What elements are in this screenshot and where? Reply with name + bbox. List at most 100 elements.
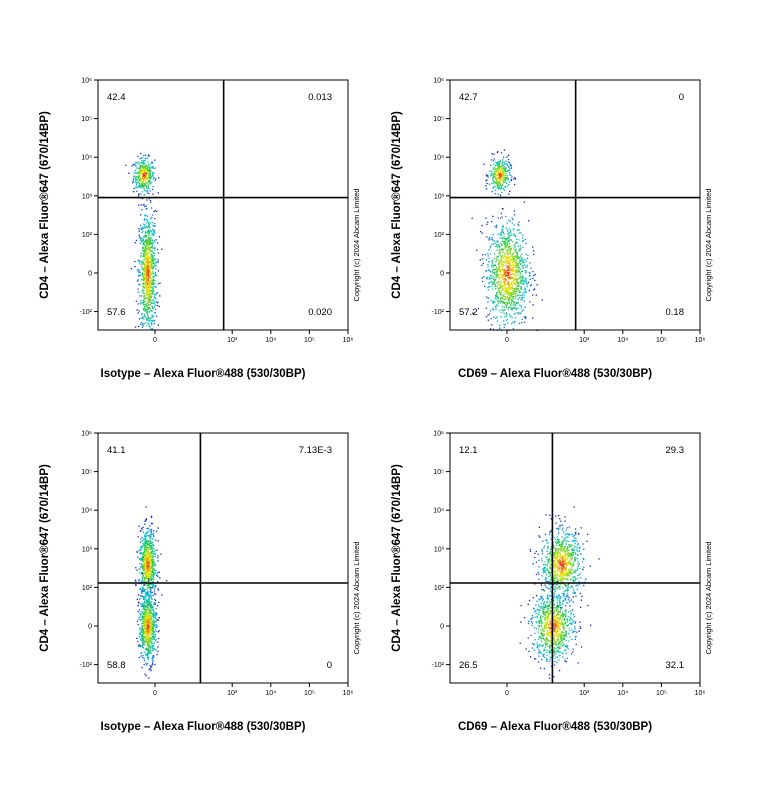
event-dot bbox=[140, 152, 142, 155]
event-dot bbox=[492, 176, 494, 179]
event-dot bbox=[144, 300, 146, 303]
event-dot bbox=[499, 293, 502, 295]
event-dot bbox=[508, 288, 510, 290]
event-dot bbox=[143, 616, 145, 618]
event-dot bbox=[482, 262, 484, 265]
event-dot bbox=[152, 627, 154, 630]
event-dot bbox=[141, 581, 143, 583]
event-dot bbox=[518, 224, 520, 226]
event-dot bbox=[148, 246, 150, 248]
event-dot bbox=[144, 276, 146, 278]
quadrant-upper-left-value: 42.7 bbox=[459, 92, 478, 103]
event-dot bbox=[489, 285, 491, 288]
event-dot bbox=[540, 558, 543, 560]
event-dot bbox=[150, 552, 152, 554]
event-dot bbox=[154, 555, 156, 558]
event-dot bbox=[489, 170, 491, 172]
event-dot bbox=[563, 560, 565, 562]
event-dot bbox=[153, 290, 155, 292]
event-dot bbox=[153, 177, 155, 179]
event-dot bbox=[514, 178, 517, 180]
event-dot bbox=[148, 566, 150, 568]
event-dot bbox=[504, 324, 506, 326]
event-dot bbox=[550, 559, 553, 561]
event-dot bbox=[144, 168, 146, 171]
event-dot bbox=[153, 585, 155, 587]
y-tick-label: 10² bbox=[82, 585, 93, 592]
event-dot bbox=[152, 538, 154, 540]
event-dot bbox=[495, 174, 497, 176]
event-dot bbox=[152, 185, 154, 188]
event-dot bbox=[148, 542, 150, 544]
event-dot bbox=[489, 247, 492, 249]
event-dot bbox=[149, 286, 151, 288]
event-dot bbox=[145, 547, 147, 549]
event-dot bbox=[508, 301, 510, 303]
event-dot bbox=[506, 170, 509, 172]
event-dot bbox=[549, 572, 551, 574]
event-dot bbox=[519, 268, 521, 270]
event-dot bbox=[541, 550, 543, 553]
event-dot bbox=[515, 317, 517, 319]
event-dot bbox=[136, 569, 138, 571]
event-dot bbox=[499, 254, 501, 256]
event-dot bbox=[144, 247, 146, 249]
event-dot bbox=[154, 241, 156, 243]
event-dot bbox=[518, 239, 520, 241]
event-dot bbox=[481, 280, 484, 283]
event-dot bbox=[146, 572, 149, 574]
event-dot bbox=[139, 638, 142, 640]
event-dot bbox=[512, 268, 514, 271]
event-dot bbox=[507, 283, 509, 286]
event-dot bbox=[149, 275, 151, 277]
event-dot bbox=[150, 669, 152, 672]
event-dot bbox=[506, 313, 508, 315]
event-dot bbox=[141, 240, 144, 242]
event-dot bbox=[145, 627, 147, 629]
event-dot bbox=[141, 274, 143, 276]
event-dot bbox=[562, 656, 564, 658]
event-dot bbox=[505, 288, 508, 290]
event-dot bbox=[146, 649, 148, 652]
event-dot bbox=[157, 589, 160, 591]
event-dot bbox=[153, 550, 155, 552]
event-dot bbox=[151, 530, 153, 532]
event-dot bbox=[145, 599, 148, 602]
event-dot bbox=[145, 541, 147, 543]
event-dot bbox=[491, 262, 494, 264]
event-dot bbox=[522, 246, 524, 248]
event-dot bbox=[150, 589, 152, 591]
event-dot bbox=[155, 593, 157, 595]
event-dot bbox=[152, 193, 154, 195]
event-dot bbox=[514, 265, 516, 267]
event-dot bbox=[150, 596, 153, 598]
event-dot bbox=[156, 619, 159, 621]
event-dot bbox=[145, 572, 147, 574]
event-dot bbox=[148, 552, 150, 554]
event-dot bbox=[139, 563, 141, 565]
event-dot bbox=[147, 603, 149, 606]
event-dot bbox=[559, 597, 561, 599]
event-dot bbox=[503, 312, 505, 314]
event-dot bbox=[497, 193, 499, 195]
event-dot bbox=[141, 588, 143, 590]
event-dot bbox=[142, 285, 145, 288]
event-dot bbox=[148, 575, 150, 578]
event-dot bbox=[566, 575, 568, 577]
event-dot bbox=[150, 653, 152, 655]
event-dot bbox=[541, 299, 543, 301]
event-dot bbox=[146, 606, 148, 608]
event-dot bbox=[150, 548, 152, 550]
event-dot bbox=[144, 268, 146, 270]
event-dot bbox=[152, 567, 154, 569]
event-dot bbox=[140, 558, 142, 560]
event-dot bbox=[567, 572, 569, 574]
event-dot bbox=[135, 175, 138, 178]
x-tick-label: 0 bbox=[505, 337, 509, 344]
event-dot bbox=[557, 569, 559, 571]
event-dot bbox=[554, 576, 556, 578]
event-dot bbox=[504, 296, 506, 298]
event-dot bbox=[514, 277, 516, 280]
event-dot bbox=[150, 237, 152, 239]
event-dot bbox=[147, 180, 149, 183]
